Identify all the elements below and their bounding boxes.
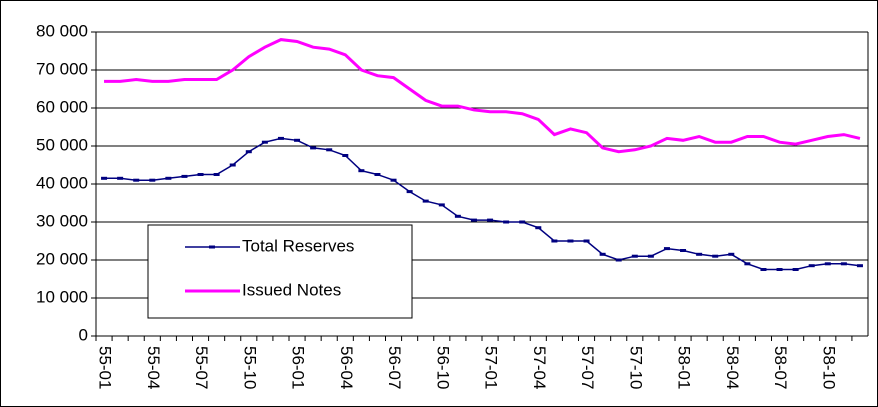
- point-marker: [583, 239, 590, 243]
- y-tick-label: 40 000: [36, 173, 88, 192]
- point-marker: [631, 254, 638, 258]
- x-tick-label: 55-07: [192, 346, 211, 389]
- legend-marker: [209, 245, 215, 249]
- x-tick-label: 58-07: [771, 346, 790, 389]
- series-line: [104, 137, 861, 271]
- point-marker: [535, 226, 542, 230]
- x-tick-label: 55-01: [96, 346, 115, 389]
- point-marker: [326, 148, 333, 152]
- point-marker: [261, 140, 268, 144]
- point-marker: [567, 239, 574, 243]
- point-marker: [663, 247, 670, 251]
- x-tick-label: 56-10: [433, 346, 452, 389]
- series-line: [104, 38, 861, 154]
- point-marker: [856, 264, 863, 268]
- point-marker: [197, 173, 204, 176]
- point-marker: [422, 199, 429, 203]
- point-marker: [406, 190, 413, 194]
- y-tick-label: 20 000: [36, 249, 88, 268]
- point-marker: [824, 262, 831, 266]
- point-marker: [599, 252, 606, 256]
- point-marker: [374, 173, 381, 176]
- x-tick-label: 57-01: [482, 346, 501, 389]
- legend-label: Issued Notes: [242, 280, 341, 299]
- point-marker: [245, 150, 252, 154]
- y-tick-label: 80 000: [36, 21, 88, 40]
- x-tick-label: 56-01: [289, 346, 308, 389]
- y-tick-label: 70 000: [36, 59, 88, 78]
- x-tick-label: 56-07: [385, 346, 404, 389]
- y-tick-label: 0: [79, 325, 88, 344]
- point-marker: [342, 154, 349, 157]
- y-tick-label: 30 000: [36, 211, 88, 230]
- point-marker: [470, 218, 477, 222]
- x-tick-label: 57-07: [578, 346, 597, 389]
- point-marker: [101, 176, 108, 180]
- point-marker: [358, 169, 365, 173]
- point-marker: [390, 178, 397, 182]
- x-tick-label: 55-04: [144, 346, 163, 389]
- point-marker: [551, 239, 558, 243]
- point-marker: [181, 174, 188, 178]
- point-marker: [647, 254, 654, 258]
- point-marker: [615, 258, 622, 262]
- legend: Total Reserves Issued Notes: [147, 224, 413, 319]
- point-marker: [294, 138, 301, 142]
- point-marker: [310, 146, 317, 150]
- x-tick-label: 55-10: [240, 346, 259, 389]
- y-tick-label: 50 000: [36, 135, 88, 154]
- point-marker: [117, 176, 124, 180]
- x-tick-label: 57-10: [626, 346, 645, 389]
- point-marker: [744, 262, 751, 266]
- point-marker: [213, 173, 220, 176]
- x-tick-label: 57-04: [530, 346, 549, 389]
- point-marker: [438, 203, 445, 207]
- point-marker: [712, 254, 719, 258]
- point-marker: [519, 220, 526, 224]
- y-tick-label: 10 000: [36, 287, 88, 306]
- x-tick-label: 56-04: [337, 346, 356, 389]
- legend-box: [147, 224, 413, 319]
- point-marker: [696, 252, 703, 256]
- point-marker: [149, 178, 156, 182]
- point-marker: [680, 249, 687, 252]
- point-marker: [133, 178, 140, 182]
- x-tick-label: 58-04: [723, 346, 742, 389]
- point-marker: [760, 268, 767, 271]
- point-marker: [808, 264, 815, 268]
- point-marker: [229, 163, 236, 167]
- point-marker: [792, 268, 799, 271]
- x-tick-label: 58-10: [819, 346, 838, 389]
- x-tick-label: 58-01: [675, 346, 694, 389]
- point-marker: [487, 218, 494, 222]
- point-marker: [776, 268, 783, 271]
- point-marker: [503, 220, 510, 224]
- y-tick-label: 60 000: [36, 97, 88, 116]
- point-marker: [728, 252, 735, 256]
- point-marker: [165, 176, 172, 180]
- legend-label: Total Reserves: [242, 236, 354, 255]
- point-marker: [454, 214, 461, 218]
- point-marker: [277, 136, 284, 140]
- point-marker: [840, 262, 847, 266]
